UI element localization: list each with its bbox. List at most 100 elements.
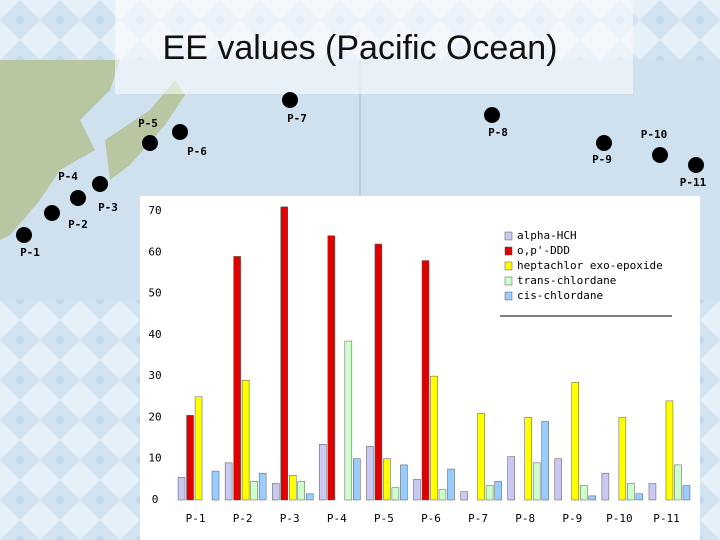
x-tick-label: P-8 [515,512,535,525]
bar [541,421,549,501]
station-dot [92,176,108,192]
x-tick-label: P-2 [233,512,253,525]
bar [250,481,258,501]
legend-label: o,p'-DDD [517,244,570,257]
station-dot [596,135,612,151]
bar [391,487,400,501]
legend-label: trans-chlordane [517,274,616,287]
y-tick-label: 60 [148,245,161,258]
x-tick-label: P-4 [327,512,347,525]
station-label: P-3 [98,201,118,214]
legend-label: heptachlor exo-epoxide [517,259,663,272]
bar [507,456,515,501]
station-dot [652,147,668,163]
station-label: P-4 [58,170,78,183]
legend-swatch [504,276,513,286]
bar [224,462,233,501]
station-label: P-5 [138,117,158,130]
station-label: P-10 [641,128,668,141]
station-dot [16,227,32,243]
bar [280,206,288,501]
map-land [0,60,120,240]
map-land [105,80,185,180]
bar [383,458,391,501]
bar [554,458,563,501]
station-label: P-8 [488,126,508,139]
bar [627,483,635,501]
bar [421,260,430,501]
y-tick-label: 50 [148,287,161,300]
y-tick-label: 40 [148,328,161,341]
plot: 0 10 20 30 40 50 60 70 P-1 P-2 P-3 P-4 P-5 P-6 P-7 P-8 P… [148,204,691,525]
station-label: P-6 [187,145,207,158]
x-tick-label: P-5 [374,512,394,525]
bar [271,483,280,501]
bar [674,464,682,501]
x-tick-label: P-7 [468,512,488,525]
legend-swatch [504,291,513,301]
bar [494,481,502,501]
station-dot [172,124,188,140]
bar [353,458,361,501]
bar [648,483,657,501]
y-tick-label: 10 [148,452,161,465]
station-dot [44,205,60,221]
map-stations: P-1 P-2 P-3 P-4 P-5 P-6 P-7 P-8 P-9 P-10 P-11 [16,92,707,259]
legend-label: alpha-HCH [517,229,577,242]
title-band [115,0,633,94]
bar [524,417,532,501]
bar [327,235,336,501]
station-dot [282,92,298,108]
station-label: P-11 [680,176,707,189]
bar [233,256,241,501]
station-dot [484,107,500,123]
y-tick-label: 20 [148,410,161,423]
x-tick-label: P-1 [186,512,206,525]
bar [211,470,220,501]
legend-swatch [504,231,513,241]
station-label: P-1 [20,246,40,259]
bar [601,472,610,501]
bar [580,485,588,501]
bar [438,489,447,501]
bar [477,413,485,501]
bar [460,491,468,501]
bar [588,495,597,501]
station-label: P-9 [592,153,612,166]
y-tick-label: 70 [148,204,161,217]
x-tick-label: P-10 [606,512,633,525]
bar [413,479,421,501]
x-tick-label: P-3 [280,512,300,525]
legend-swatch [504,261,513,271]
bar [400,464,408,501]
bar [374,243,383,501]
legend: alpha-HCH o,p'-DDD heptachlor exo-epoxide t… [500,229,672,317]
bar [258,472,267,501]
station-dot [142,135,158,151]
bar [319,444,327,501]
x-tick-label: P-9 [562,512,582,525]
bar [194,396,203,501]
station-dot [688,157,704,173]
station-label: P-7 [287,112,307,125]
legend-label: cis-chlordane [517,289,603,302]
bar [186,415,194,501]
slide-title: EE values (Pacific Ocean) [163,29,558,67]
bar [430,375,438,501]
bar [485,485,494,501]
bar [288,474,297,501]
bar [447,468,455,501]
bar [532,462,541,501]
bar [241,380,250,501]
station-dot [70,190,86,206]
x-tick-label: P-6 [421,512,441,525]
y-tick-label: 0 [152,493,159,506]
station-label: P-2 [68,218,88,231]
bar [177,477,186,501]
bar [665,400,674,501]
bar [618,417,627,501]
bar [344,340,353,501]
bar [297,481,305,501]
bar [682,485,691,501]
